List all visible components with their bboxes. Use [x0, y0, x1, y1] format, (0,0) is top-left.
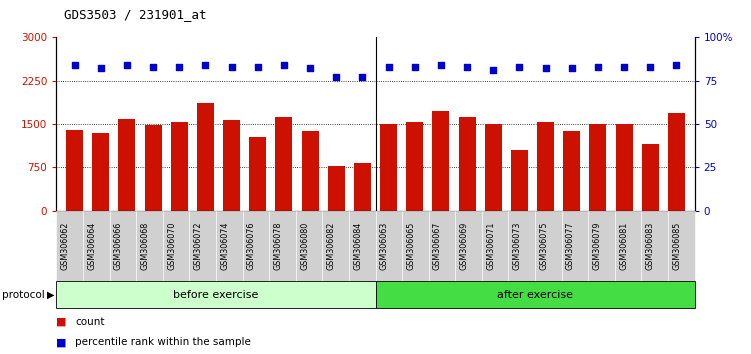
Text: ■: ■	[56, 317, 67, 327]
Point	[539, 65, 551, 71]
Point	[121, 62, 133, 68]
Bar	[66, 130, 83, 211]
Text: count: count	[75, 317, 104, 327]
Bar	[302, 131, 318, 211]
Bar	[433, 110, 449, 211]
Point	[566, 65, 578, 71]
Bar	[484, 125, 502, 211]
Text: protocol: protocol	[2, 290, 44, 300]
Bar	[406, 122, 424, 211]
Text: GSM306068: GSM306068	[140, 222, 149, 270]
Point	[592, 64, 604, 69]
Text: GSM306065: GSM306065	[406, 222, 415, 270]
Bar	[197, 103, 214, 211]
Point	[618, 64, 630, 69]
Point	[173, 64, 185, 69]
Point	[671, 62, 683, 68]
Bar	[170, 122, 188, 211]
Bar	[249, 137, 267, 211]
Text: GSM306075: GSM306075	[539, 222, 548, 270]
Text: GSM306069: GSM306069	[460, 222, 469, 270]
Bar	[327, 166, 345, 211]
Bar	[354, 163, 371, 211]
Text: ▶: ▶	[47, 290, 54, 300]
Bar	[668, 114, 685, 211]
Text: GSM306071: GSM306071	[486, 222, 495, 270]
Text: GSM306067: GSM306067	[433, 222, 442, 270]
Text: GSM306066: GSM306066	[114, 222, 123, 270]
Bar	[92, 133, 110, 211]
Text: GSM306070: GSM306070	[167, 222, 176, 270]
Text: GSM306073: GSM306073	[513, 222, 522, 270]
Point	[487, 67, 499, 73]
Text: GSM306079: GSM306079	[593, 222, 602, 270]
Point	[644, 64, 656, 69]
Point	[68, 62, 80, 68]
Bar	[276, 117, 292, 211]
Text: GSM306076: GSM306076	[247, 222, 256, 270]
Text: GSM306077: GSM306077	[566, 222, 575, 270]
Bar	[563, 131, 581, 211]
Point	[514, 64, 526, 69]
Text: GSM306074: GSM306074	[220, 222, 229, 270]
Text: percentile rank within the sample: percentile rank within the sample	[75, 337, 251, 348]
Text: GSM306082: GSM306082	[327, 222, 336, 270]
Point	[435, 62, 447, 68]
Text: GSM306072: GSM306072	[194, 222, 203, 270]
Point	[382, 64, 394, 69]
Point	[200, 62, 212, 68]
Point	[357, 74, 369, 80]
Text: before exercise: before exercise	[173, 290, 258, 300]
Point	[330, 74, 342, 80]
Text: GDS3503 / 231901_at: GDS3503 / 231901_at	[64, 8, 207, 22]
Bar	[537, 122, 554, 211]
Point	[225, 64, 237, 69]
Bar	[616, 125, 632, 211]
Point	[461, 64, 473, 69]
Text: after exercise: after exercise	[497, 290, 573, 300]
Text: GSM306063: GSM306063	[380, 222, 389, 270]
Bar	[641, 144, 659, 211]
Point	[147, 64, 159, 69]
Text: GSM306078: GSM306078	[273, 222, 282, 270]
Bar	[511, 150, 528, 211]
Point	[304, 65, 316, 71]
Text: GSM306084: GSM306084	[353, 222, 362, 270]
Point	[409, 64, 421, 69]
Bar	[145, 125, 161, 211]
Point	[252, 64, 264, 69]
Bar	[459, 117, 475, 211]
Text: GSM306080: GSM306080	[300, 222, 309, 270]
Bar	[223, 120, 240, 211]
Text: ■: ■	[56, 337, 67, 348]
Text: GSM306085: GSM306085	[672, 222, 681, 270]
Bar	[380, 125, 397, 211]
Text: GSM306062: GSM306062	[61, 222, 70, 270]
Point	[278, 62, 290, 68]
Bar	[119, 119, 135, 211]
Text: GSM306083: GSM306083	[646, 222, 655, 270]
Point	[95, 65, 107, 71]
Text: GSM306081: GSM306081	[619, 222, 628, 270]
Bar	[590, 125, 606, 211]
Text: GSM306064: GSM306064	[87, 222, 96, 270]
